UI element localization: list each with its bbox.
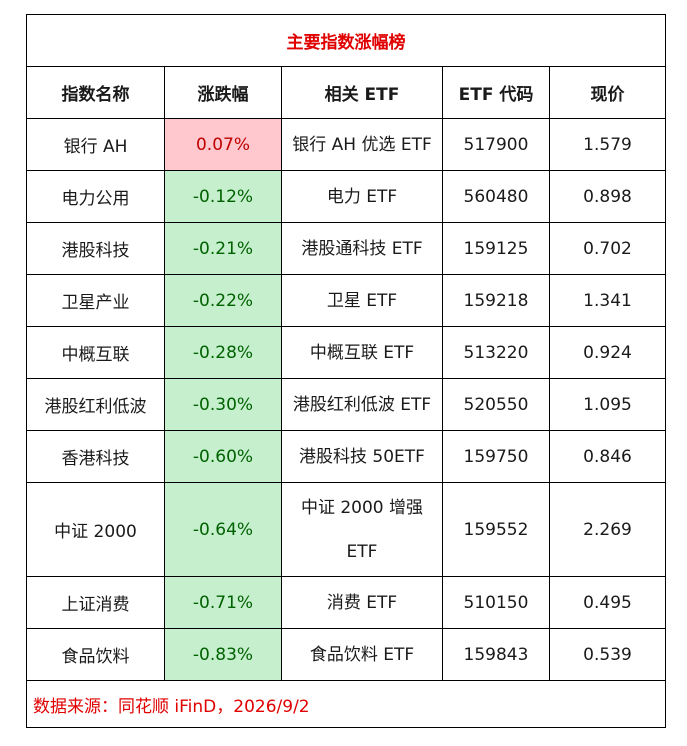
table-row: 食品饮料 -0.83% 食品饮料 ETF 159843 0.539	[26, 628, 666, 681]
etf-name-cell: 电力 ETF	[281, 170, 443, 223]
etf-name-cell: 港股红利低波 ETF	[281, 378, 443, 431]
table-row: 港股红利低波 -0.30% 港股红利低波 ETF 520550 1.095	[26, 378, 666, 431]
etf-code-cell: 513220	[442, 326, 550, 379]
etf-name-cell: 消费 ETF	[281, 576, 443, 629]
change-cell: 0.07%	[164, 118, 282, 171]
price-cell: 0.539	[549, 628, 666, 681]
etf-code-cell: 159750	[442, 430, 550, 483]
etf-name-cell: 卫星 ETF	[281, 274, 443, 327]
change-cell: -0.71%	[164, 576, 282, 629]
etf-code-cell: 159843	[442, 628, 550, 681]
change-cell: -0.60%	[164, 430, 282, 483]
index-name-cell: 中证 2000	[26, 482, 165, 577]
change-cell: -0.12%	[164, 170, 282, 223]
etf-name-cell: 港股通科技 ETF	[281, 222, 443, 275]
change-cell: -0.22%	[164, 274, 282, 327]
table-title: 主要指数涨幅榜	[26, 14, 666, 67]
etf-code-cell: 560480	[442, 170, 550, 223]
price-cell: 0.702	[549, 222, 666, 275]
price-cell: 0.924	[549, 326, 666, 379]
index-name-cell: 上证消费	[26, 576, 165, 629]
price-cell: 2.269	[549, 482, 666, 577]
etf-code-cell: 159218	[442, 274, 550, 327]
index-name-cell: 港股科技	[26, 222, 165, 275]
price-cell: 1.579	[549, 118, 666, 171]
table-row: 中概互联 -0.28% 中概互联 ETF 513220 0.924	[26, 326, 666, 379]
table-row: 银行 AH 0.07% 银行 AH 优选 ETF 517900 1.579	[26, 118, 666, 171]
etf-name-cell: 港股科技 50ETF	[281, 430, 443, 483]
table-body: 银行 AH 0.07% 银行 AH 优选 ETF 517900 1.579 电力公用 -0.…	[26, 118, 666, 681]
table-row: 港股科技 -0.21% 港股通科技 ETF 159125 0.702	[26, 222, 666, 275]
etf-name-cell: 中概互联 ETF	[281, 326, 443, 379]
price-cell: 0.495	[549, 576, 666, 629]
data-source-note: 数据来源：同花顺 iFinD，2026/9/2	[26, 680, 666, 728]
table-row: 卫星产业 -0.22% 卫星 ETF 159218 1.341	[26, 274, 666, 327]
index-gain-table: 主要指数涨幅榜 指数名称 涨跌幅 相关 ETF ETF 代码 现价 银行 AH 0…	[26, 14, 666, 728]
source-row: 数据来源：同花顺 iFinD，2026/9/2	[26, 680, 666, 728]
index-name-cell: 银行 AH	[26, 118, 165, 171]
price-cell: 0.898	[549, 170, 666, 223]
index-gain-table-container: 主要指数涨幅榜 指数名称 涨跌幅 相关 ETF ETF 代码 现价 银行 AH 0…	[26, 14, 666, 728]
table-row: 电力公用 -0.12% 电力 ETF 560480 0.898	[26, 170, 666, 223]
index-name-cell: 港股红利低波	[26, 378, 165, 431]
price-cell: 1.341	[549, 274, 666, 327]
etf-code-cell: 517900	[442, 118, 550, 171]
price-cell: 1.095	[549, 378, 666, 431]
change-cell: -0.28%	[164, 326, 282, 379]
index-name-cell: 中概互联	[26, 326, 165, 379]
index-name-cell: 卫星产业	[26, 274, 165, 327]
table-row: 香港科技 -0.60% 港股科技 50ETF 159750 0.846	[26, 430, 666, 483]
header-index-name: 指数名称	[26, 66, 165, 119]
etf-name-cell: 中证 2000 增强 ETF	[281, 482, 443, 577]
etf-code-cell: 520550	[442, 378, 550, 431]
table-row: 上证消费 -0.71% 消费 ETF 510150 0.495	[26, 576, 666, 629]
index-name-cell: 香港科技	[26, 430, 165, 483]
change-cell: -0.21%	[164, 222, 282, 275]
header-row: 指数名称 涨跌幅 相关 ETF ETF 代码 现价	[26, 66, 666, 119]
index-name-cell: 电力公用	[26, 170, 165, 223]
index-name-cell: 食品饮料	[26, 628, 165, 681]
etf-code-cell: 159125	[442, 222, 550, 275]
change-cell: -0.30%	[164, 378, 282, 431]
change-cell: -0.83%	[164, 628, 282, 681]
table-row: 中证 2000 -0.64% 中证 2000 增强 ETF 159552 2.269	[26, 482, 666, 577]
etf-name-cell: 食品饮料 ETF	[281, 628, 443, 681]
change-cell: -0.64%	[164, 482, 282, 577]
etf-code-cell: 159552	[442, 482, 550, 577]
header-etf-code: ETF 代码	[442, 66, 550, 119]
header-change: 涨跌幅	[164, 66, 282, 119]
price-cell: 0.846	[549, 430, 666, 483]
etf-name-cell: 银行 AH 优选 ETF	[281, 118, 443, 171]
etf-code-cell: 510150	[442, 576, 550, 629]
header-price: 现价	[549, 66, 666, 119]
title-row: 主要指数涨幅榜	[26, 14, 666, 67]
header-related-etf: 相关 ETF	[281, 66, 443, 119]
